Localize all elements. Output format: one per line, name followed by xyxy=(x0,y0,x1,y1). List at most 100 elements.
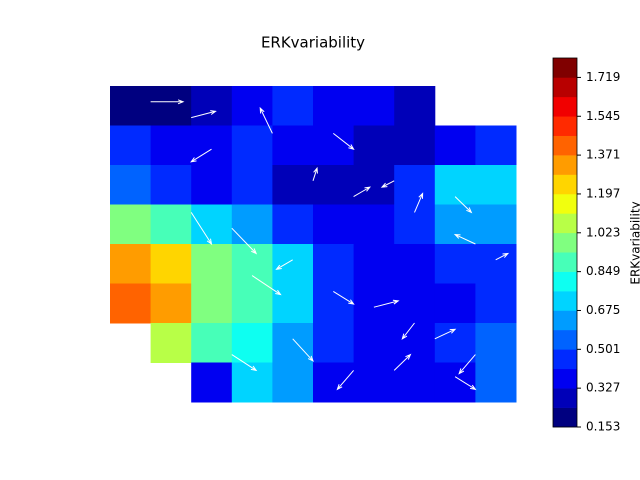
contour-cell xyxy=(150,244,192,284)
colorbar-band xyxy=(553,388,577,408)
contour-cell xyxy=(272,283,314,324)
contour-cell xyxy=(191,283,233,324)
colorbar-tick-label: 1.719 xyxy=(586,70,620,84)
contour-cell xyxy=(313,244,355,284)
colorbar-band xyxy=(553,155,577,175)
colorbar-band xyxy=(553,135,577,156)
quiver-arrow xyxy=(454,196,473,214)
colorbar-band xyxy=(553,349,577,370)
quiver-arrow xyxy=(150,99,185,105)
contour-cell xyxy=(313,165,355,205)
contour-cell xyxy=(394,125,436,166)
quiver-arrow xyxy=(251,275,282,296)
quiver-arrow xyxy=(190,212,213,246)
quiver-arrow xyxy=(231,354,258,372)
contour-cell xyxy=(150,204,192,245)
quiver-arrow xyxy=(191,110,217,119)
contour-cell xyxy=(313,323,355,363)
contour-cell xyxy=(231,204,273,245)
colorbar-tick-label: 1.371 xyxy=(586,148,620,162)
contour-cell xyxy=(110,125,152,166)
colorbar-band xyxy=(553,252,577,272)
contour-cell xyxy=(272,86,314,126)
contour-cell xyxy=(475,323,517,363)
quiver-arrow xyxy=(393,353,412,371)
contour-cell xyxy=(231,244,273,284)
contour-cell xyxy=(353,362,395,403)
contour-cell xyxy=(272,125,314,166)
colorbar-tick-label: 1.197 xyxy=(586,186,620,200)
colorbar-band xyxy=(553,58,577,78)
contour-cell xyxy=(272,244,314,284)
contour-cell xyxy=(272,204,314,245)
contour-cell xyxy=(150,283,192,324)
contour-cell xyxy=(110,204,152,245)
quiver-arrow xyxy=(414,192,424,213)
contour-cell xyxy=(272,165,314,205)
contour-cell xyxy=(191,86,233,126)
contour-cell xyxy=(475,362,517,403)
contour-cell xyxy=(394,244,436,284)
contour-cell xyxy=(231,165,273,205)
quiver-arrow xyxy=(312,166,318,181)
colorbar-band xyxy=(553,96,577,117)
quiver-arrow xyxy=(373,299,400,308)
contour-cell xyxy=(394,362,436,403)
quiver-arrow xyxy=(434,328,457,340)
colorbar-band xyxy=(553,193,577,214)
contour-cell xyxy=(110,86,152,126)
contour-cell xyxy=(434,125,476,166)
contour-cell xyxy=(353,86,395,126)
contour-cell xyxy=(191,204,233,245)
contour-cell xyxy=(475,125,517,166)
contour-cell xyxy=(434,244,476,284)
contour-cell xyxy=(353,323,395,363)
contour-cell xyxy=(231,283,273,324)
quiver-arrow xyxy=(453,233,476,245)
contour-cell xyxy=(313,204,355,245)
contour-cell xyxy=(191,125,233,166)
contour-cell xyxy=(272,323,314,363)
quiver-arrow xyxy=(495,252,510,261)
colorbar-band xyxy=(553,232,577,253)
colorbar-tick-label: 0.675 xyxy=(586,303,620,317)
contour-cell xyxy=(434,283,476,324)
colorbar-band xyxy=(553,368,577,389)
contour-cell xyxy=(150,323,192,363)
contour-cell xyxy=(313,362,355,403)
quiver-arrow xyxy=(333,290,355,305)
contour-cell xyxy=(191,362,233,403)
quiver-arrow xyxy=(353,186,372,198)
contour-cell xyxy=(110,244,152,284)
quiver-arrow xyxy=(275,259,293,270)
contour-cell xyxy=(150,86,192,126)
colorbar-band xyxy=(553,174,577,195)
colorbar-band xyxy=(553,271,577,292)
colorbar-tick-label: 1.545 xyxy=(586,109,620,123)
contour-cell xyxy=(434,362,476,403)
contour-cell xyxy=(394,323,436,363)
quiver-arrow xyxy=(332,133,355,151)
contour-cell xyxy=(231,323,273,363)
contour-cell xyxy=(353,125,395,166)
quiver-arrow xyxy=(231,227,258,255)
contour-cell xyxy=(394,283,436,324)
quiver-arrow xyxy=(458,354,476,375)
contour-cell xyxy=(475,204,517,245)
contour-cell xyxy=(110,165,152,205)
colorbar-tick-label: 0.327 xyxy=(586,381,620,395)
contour-cell xyxy=(231,125,273,166)
contour-cell xyxy=(272,362,314,403)
colorbar-tick-label: 1.023 xyxy=(586,225,620,239)
contour-cell xyxy=(191,323,233,363)
quiver-arrow xyxy=(292,338,314,362)
contour-cell xyxy=(231,86,273,126)
contour-cell xyxy=(353,204,395,245)
colorbar-frame xyxy=(552,57,578,428)
contour-cell xyxy=(434,165,476,205)
contour-cell xyxy=(191,165,233,205)
quiver-arrow xyxy=(336,370,354,391)
contour-cell xyxy=(150,165,192,205)
colorbar-band xyxy=(553,77,577,98)
